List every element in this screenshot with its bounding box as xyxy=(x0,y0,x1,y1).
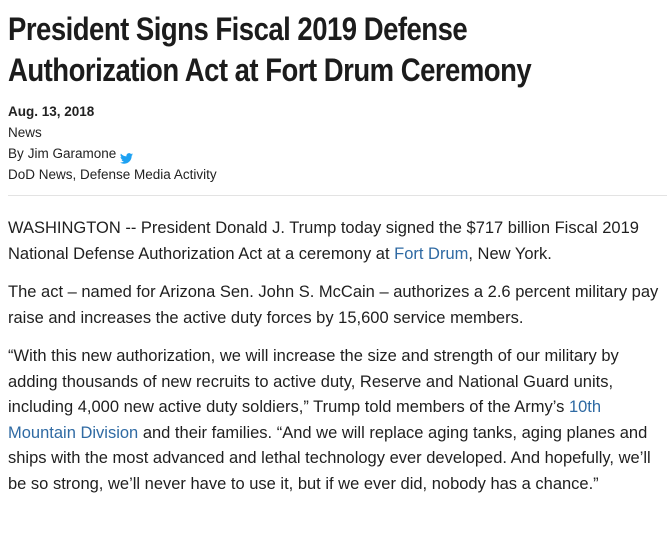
article-headline: President Signs Fiscal 2019 Defense Auth… xyxy=(8,9,567,91)
headline-line-2: Authorization Act at Fort Drum Ceremony xyxy=(8,52,532,88)
author-name: Jim Garamone xyxy=(27,146,117,161)
paragraph-1: WASHINGTON -- President Donald J. Trump … xyxy=(8,216,668,267)
article-body: WASHINGTON -- President Donald J. Trump … xyxy=(8,216,668,497)
paragraph-2: The act – named for Arizona Sen. John S.… xyxy=(8,283,659,327)
paragraph-1-text-b: , New York. xyxy=(468,244,552,263)
publish-date: Aug. 13, 2018 xyxy=(8,104,95,119)
article-meta: Aug. 13, 2018 News By Jim Garamone DoD N… xyxy=(8,101,671,185)
10th-mountain-division-link[interactable]: 10th Mountain Division xyxy=(8,398,602,442)
meta-divider xyxy=(8,195,667,196)
paragraph-1-text-a: WASHINGTON -- President Donald J. Trump … xyxy=(8,219,639,263)
byline: By Jim Garamone xyxy=(8,143,671,164)
byline-prefix: By xyxy=(8,146,24,161)
paragraph-3-text-b: and their families. “And we will replace… xyxy=(8,423,651,493)
category-label: News xyxy=(8,125,42,140)
paragraph-3: “With this new authorization, we will in… xyxy=(8,344,668,497)
twitter-icon[interactable] xyxy=(120,149,134,164)
headline-line-1: President Signs Fiscal 2019 Defense xyxy=(8,11,468,47)
fort-drum-link[interactable]: Fort Drum xyxy=(394,244,469,263)
paragraph-3-text-a: “With this new authorization, we will in… xyxy=(8,347,619,416)
source-line: DoD News, Defense Media Activity xyxy=(8,167,217,182)
